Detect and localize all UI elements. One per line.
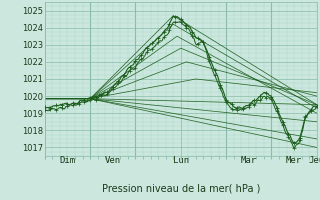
Text: Dim: Dim [60, 156, 76, 165]
Text: Mar: Mar [241, 156, 257, 165]
Text: Mer: Mer [286, 156, 302, 165]
X-axis label: Pression niveau de la mer( hPa ): Pression niveau de la mer( hPa ) [102, 183, 260, 193]
Text: Lun: Lun [173, 156, 189, 165]
Text: Ven: Ven [105, 156, 121, 165]
Text: Jeu: Jeu [309, 156, 320, 165]
